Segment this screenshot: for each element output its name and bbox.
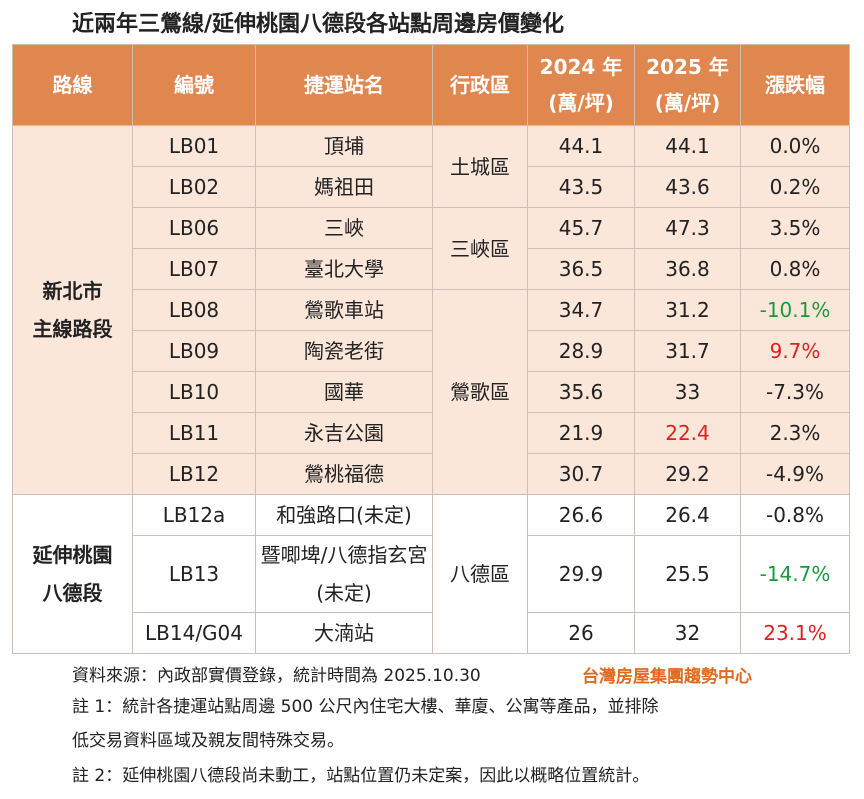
station-code: LB08 — [132, 289, 256, 331]
district: 八德區 — [432, 494, 528, 654]
station-code: LB06 — [132, 207, 256, 249]
price-table: 路線 編號 捷運站名 行政區 2024 年 (萬/坪) 2025 年 (萬/坪) 漲跌幅 新… — [12, 44, 850, 654]
header-cell: 路線 — [12, 44, 133, 126]
station-code: LB11 — [132, 412, 256, 454]
header-cell: 編號 — [132, 44, 256, 126]
header-cell: 行政區 — [432, 44, 528, 126]
header-cell: 漲跌幅 — [740, 44, 850, 126]
route-label: 延伸桃園 八德段 — [12, 494, 133, 654]
price-2024: 35.6 — [527, 371, 635, 413]
change: -0.8% — [740, 494, 850, 536]
station-name: 和強路口(未定) — [255, 494, 433, 536]
price-2025: 31.2 — [634, 289, 741, 331]
change: 23.1% — [740, 612, 850, 654]
row: 新北市 主線路段 LB01 頂埔 土城區 44.1 44.1 0.0% — [12, 125, 850, 495]
station-name: 陶瓷老街 — [255, 330, 433, 372]
station-code: LB12a — [132, 494, 256, 536]
price-2024: 36.5 — [527, 248, 635, 290]
row: LB11 永吉公園 21.9 22.4 2.3% — [13, 412, 850, 454]
row: 延伸桃園 八德段 LB12a 和強路口(未定) 八德區 26.6 26.4 -0.8% — [12, 494, 850, 654]
price-2025: 36.8 — [634, 248, 741, 290]
row: LB10 國華 35.6 33 -7.3% — [13, 371, 850, 413]
note: 註 1：統計各捷運站點周邊 500 公尺內住宅大樓、華廈、公寓等產品，並排除 低… — [72, 697, 659, 751]
change: -4.9% — [740, 453, 850, 495]
change: 3.5% — [740, 207, 850, 249]
price-2025: 25.5 — [634, 535, 741, 613]
change: -7.3% — [740, 371, 850, 413]
station-name: 三峽 — [255, 207, 433, 249]
row: LB09 陶瓷老街 28.9 31.7 9.7% — [13, 330, 850, 372]
price-2024: 34.7 — [527, 289, 635, 331]
station-code: LB14/G04 — [132, 612, 256, 654]
row: LB07 臺北大學 36.5 36.8 0.8% — [13, 248, 850, 290]
row: LB06 三峽 三峽區 45.7 47.3 3.5% — [13, 207, 850, 290]
price-2024: 44.1 — [527, 125, 635, 167]
header-cell: 捷運站名 — [255, 44, 433, 126]
price-2025: 31.7 — [634, 330, 741, 372]
change: -10.1% — [740, 289, 850, 331]
price-2024: 28.9 — [527, 330, 635, 372]
row: LB02 媽祖田 43.5 43.6 0.2% — [13, 166, 850, 208]
station-code: LB07 — [132, 248, 256, 290]
change: 0.8% — [740, 248, 850, 290]
price-2024: 43.5 — [527, 166, 635, 208]
change: -14.7% — [740, 535, 850, 613]
row: LB12 鶯桃福德 30.7 29.2 -4.9% — [13, 453, 850, 495]
district: 鶯歌區 — [432, 289, 528, 495]
price-2025: 43.6 — [634, 166, 741, 208]
header-row: 路線 編號 捷運站名 行政區 2024 年 (萬/坪) 2025 年 (萬/坪) 漲跌幅 — [12, 44, 850, 126]
header-cell: 2024 年 (萬/坪) — [527, 44, 635, 126]
row: LB08 鶯歌車站 鶯歌區 34.7 31.2 -10.1% — [13, 289, 850, 495]
price-2025: 33 — [634, 371, 741, 413]
change: 9.7% — [740, 330, 850, 372]
station-code: LB02 — [132, 166, 256, 208]
route-label: 新北市 主線路段 — [12, 125, 133, 495]
price-2025: 22.4 — [634, 412, 741, 454]
price-2024: 21.9 — [527, 412, 635, 454]
price-2024: 30.7 — [527, 453, 635, 495]
station-code: LB01 — [132, 125, 256, 167]
station-name: 鶯桃福德 — [255, 453, 433, 495]
station-code: LB10 — [132, 371, 256, 413]
price-2025: 47.3 — [634, 207, 741, 249]
station-code: LB12 — [132, 453, 256, 495]
row: LB13 暨唧埤/八德指玄宮(未定) 29.9 25.5 -14.7% — [13, 535, 850, 613]
station-code: LB13 — [132, 535, 256, 613]
note: 註 2：延伸桃園八德段尚未動工，站點位置仍未定案，因此以概略位置統計。 — [72, 766, 650, 786]
station-name: 暨唧埤/八德指玄宮(未定) — [255, 535, 433, 613]
district: 三峽區 — [432, 207, 528, 290]
change: 0.0% — [740, 125, 850, 167]
header-cell: 2025 年 (萬/坪) — [634, 44, 741, 126]
price-2025: 29.2 — [634, 453, 741, 495]
change: 0.2% — [740, 166, 850, 208]
price-2025: 32 — [634, 612, 741, 654]
station-name: 國華 — [255, 371, 433, 413]
logo: 台灣房屋集團趨勢中心 — [582, 667, 752, 687]
station-name: 鶯歌車站 — [255, 289, 433, 331]
station-name: 永吉公園 — [255, 412, 433, 454]
row: LB14/G04 大湳站 26 32 23.1% — [13, 612, 850, 654]
station-name: 大湳站 — [255, 612, 433, 654]
station-code: LB09 — [132, 330, 256, 372]
change: 2.3% — [740, 412, 850, 454]
source: 資料來源：內政部實價登錄，統計時間為 2025.10.30 — [72, 666, 481, 686]
price-2025: 26.4 — [634, 494, 741, 536]
station-name: 臺北大學 — [255, 248, 433, 290]
price-2024: 26.6 — [527, 494, 635, 536]
station-name: 頂埔 — [255, 125, 433, 167]
station-name: 媽祖田 — [255, 166, 433, 208]
price-2024: 26 — [527, 612, 635, 654]
district: 土城區 — [432, 125, 528, 208]
price-2024: 29.9 — [527, 535, 635, 613]
price-2025: 44.1 — [634, 125, 741, 167]
price-2024: 45.7 — [527, 207, 635, 249]
title: 近兩年三鶯線/延伸桃園八德段各站點周邊房價變化 — [72, 12, 565, 37]
